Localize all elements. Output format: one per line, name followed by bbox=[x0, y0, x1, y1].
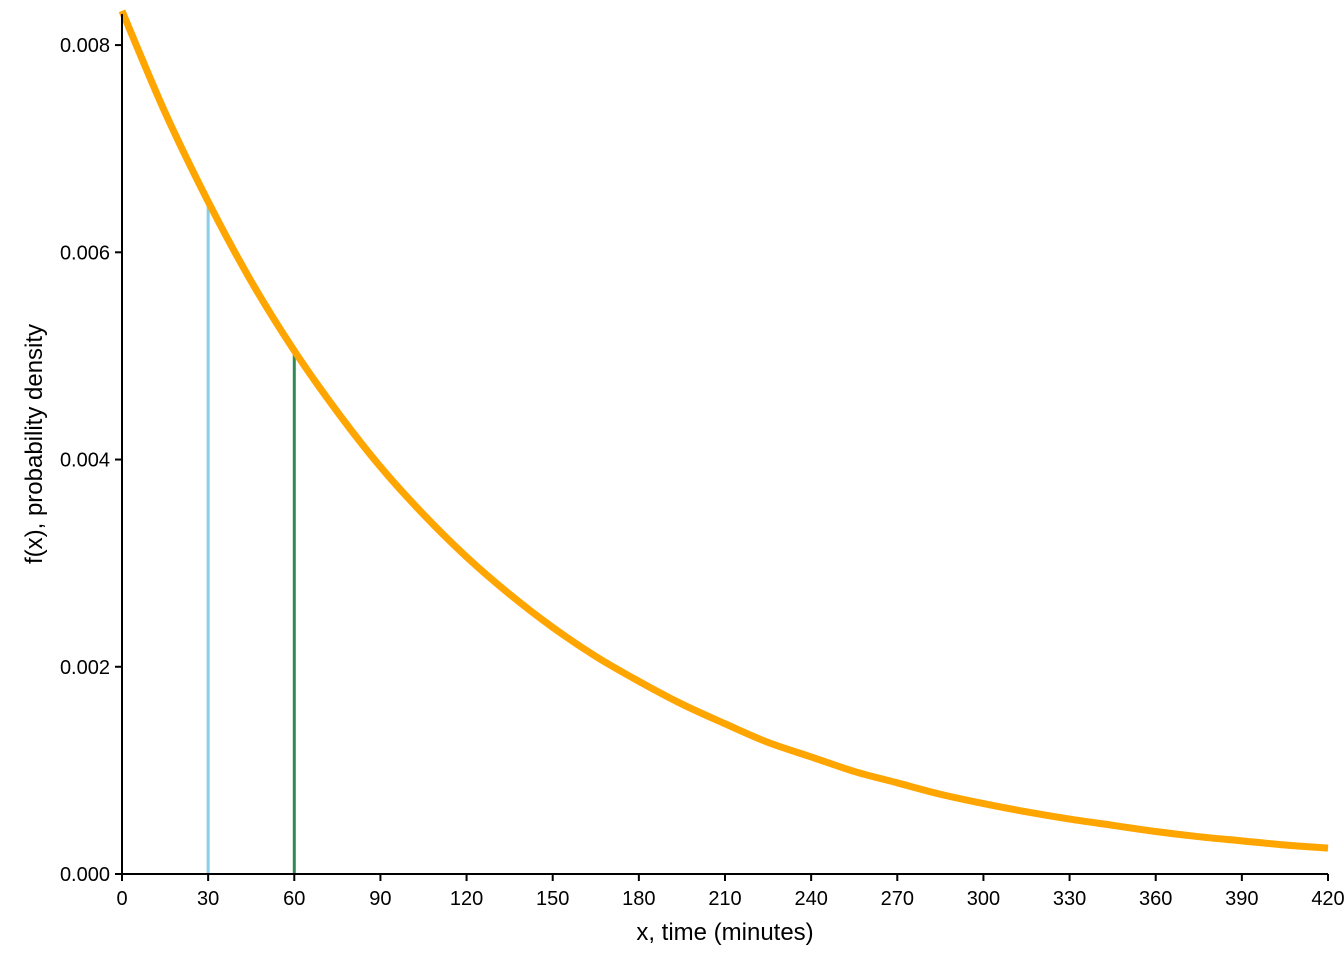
y-tick-label: 0.004 bbox=[60, 450, 110, 472]
x-tick-label: 270 bbox=[881, 888, 914, 910]
x-tick-label: 300 bbox=[967, 888, 1000, 910]
y-axis-title: f(x), probability density bbox=[21, 324, 48, 564]
x-tick-label: 210 bbox=[708, 888, 741, 910]
y-tick-label: 0.006 bbox=[60, 242, 110, 264]
density-curves bbox=[118, 9, 1329, 852]
x-tick-label: 360 bbox=[1139, 888, 1172, 910]
x-tick-label: 90 bbox=[369, 888, 391, 910]
y-axis-ticks: 0.000 0.002 0.004 0.006 0.008 bbox=[60, 35, 122, 886]
density-curve bbox=[118, 9, 1329, 852]
vertical-markers bbox=[206, 201, 296, 874]
x-tick-label: 240 bbox=[794, 888, 827, 910]
x-axis-ticks: 0 30 60 90 120 150 180 210 240 270 300 330 360 390 420 bbox=[116, 874, 1344, 910]
x-tick-label: 60 bbox=[283, 888, 305, 910]
x-tick-label: 180 bbox=[622, 888, 655, 910]
x-tick-label: 120 bbox=[450, 888, 483, 910]
x-tick-label: 330 bbox=[1053, 888, 1086, 910]
x-tick-label: 30 bbox=[197, 888, 219, 910]
x-tick-label: 390 bbox=[1225, 888, 1258, 910]
x-tick-label: 150 bbox=[536, 888, 569, 910]
y-tick-label: 0.002 bbox=[60, 657, 110, 679]
x-axis-title: x, time (minutes) bbox=[636, 919, 813, 946]
x-tick-label: 0 bbox=[116, 888, 127, 910]
x-tick-label: 420 bbox=[1311, 888, 1344, 910]
y-tick-label: 0.008 bbox=[60, 35, 110, 57]
y-tick-label: 0.000 bbox=[60, 864, 110, 886]
